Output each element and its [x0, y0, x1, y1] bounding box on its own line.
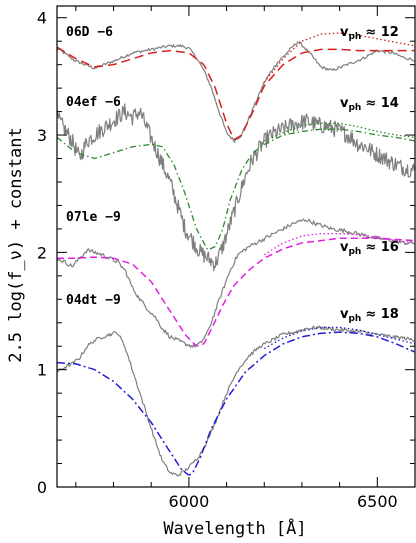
vph-label: vph ≈ 12 [340, 25, 399, 42]
model-dashed-line [57, 128, 415, 251]
y-tick-label: 0 [37, 478, 47, 497]
plot-frame [56, 5, 416, 488]
vph-symbol: v [340, 307, 349, 322]
vph-value: ≈ 18 [365, 307, 399, 322]
spectrum-name-label: 04ef −6 [66, 95, 121, 110]
model-dotted-line [263, 232, 415, 256]
vph-value: ≈ 12 [365, 25, 399, 40]
vph-symbol: v [340, 25, 349, 40]
observed-spectrum-line [57, 218, 415, 348]
vph-subscript: ph [348, 103, 361, 113]
vph-subscript: ph [348, 32, 361, 42]
model-dotted-line [263, 326, 415, 350]
spectrum-name-label: 07le −9 [66, 210, 121, 225]
vph-value: ≈ 14 [365, 96, 399, 111]
observed-spectrum-line [57, 103, 415, 272]
model-dashed-line [57, 46, 415, 141]
x-tick-label: 6000 [169, 492, 210, 511]
model-dotted-line [263, 32, 415, 83]
x-axis-title: Wavelength [Å] [163, 517, 306, 539]
vph-subscript: ph [348, 314, 361, 324]
y-tick-label: 4 [37, 9, 47, 28]
vph-label: vph ≈ 14 [340, 96, 399, 113]
y-tick-label: 2 [37, 243, 47, 262]
vph-symbol: v [340, 240, 349, 255]
vph-subscript: ph [348, 247, 361, 257]
y-axis-title: 2.5 log(f_ν) + constant [6, 127, 26, 362]
observed-spectrum-line [57, 325, 415, 477]
spectrum-name-label: 06D −6 [66, 25, 113, 40]
axis-titles: Wavelength [Å] 2.5 log(f_ν) + constant [6, 127, 307, 539]
model-dashed-line [57, 331, 415, 476]
y-tick-label: 1 [37, 361, 47, 380]
vph-label: vph ≈ 16 [340, 240, 399, 257]
vph-value: ≈ 16 [365, 240, 399, 255]
vph-label: vph ≈ 18 [340, 307, 399, 324]
vph-symbol: v [340, 96, 349, 111]
axes: 6000 6500 0 1 2 3 4 [37, 5, 416, 511]
plot-area [57, 32, 415, 477]
y-tick-label: 3 [37, 126, 47, 145]
spectrum-name-label: 04dt −9 [66, 293, 121, 308]
model-dashed-line [57, 237, 415, 347]
x-tick-label: 6500 [357, 492, 398, 511]
